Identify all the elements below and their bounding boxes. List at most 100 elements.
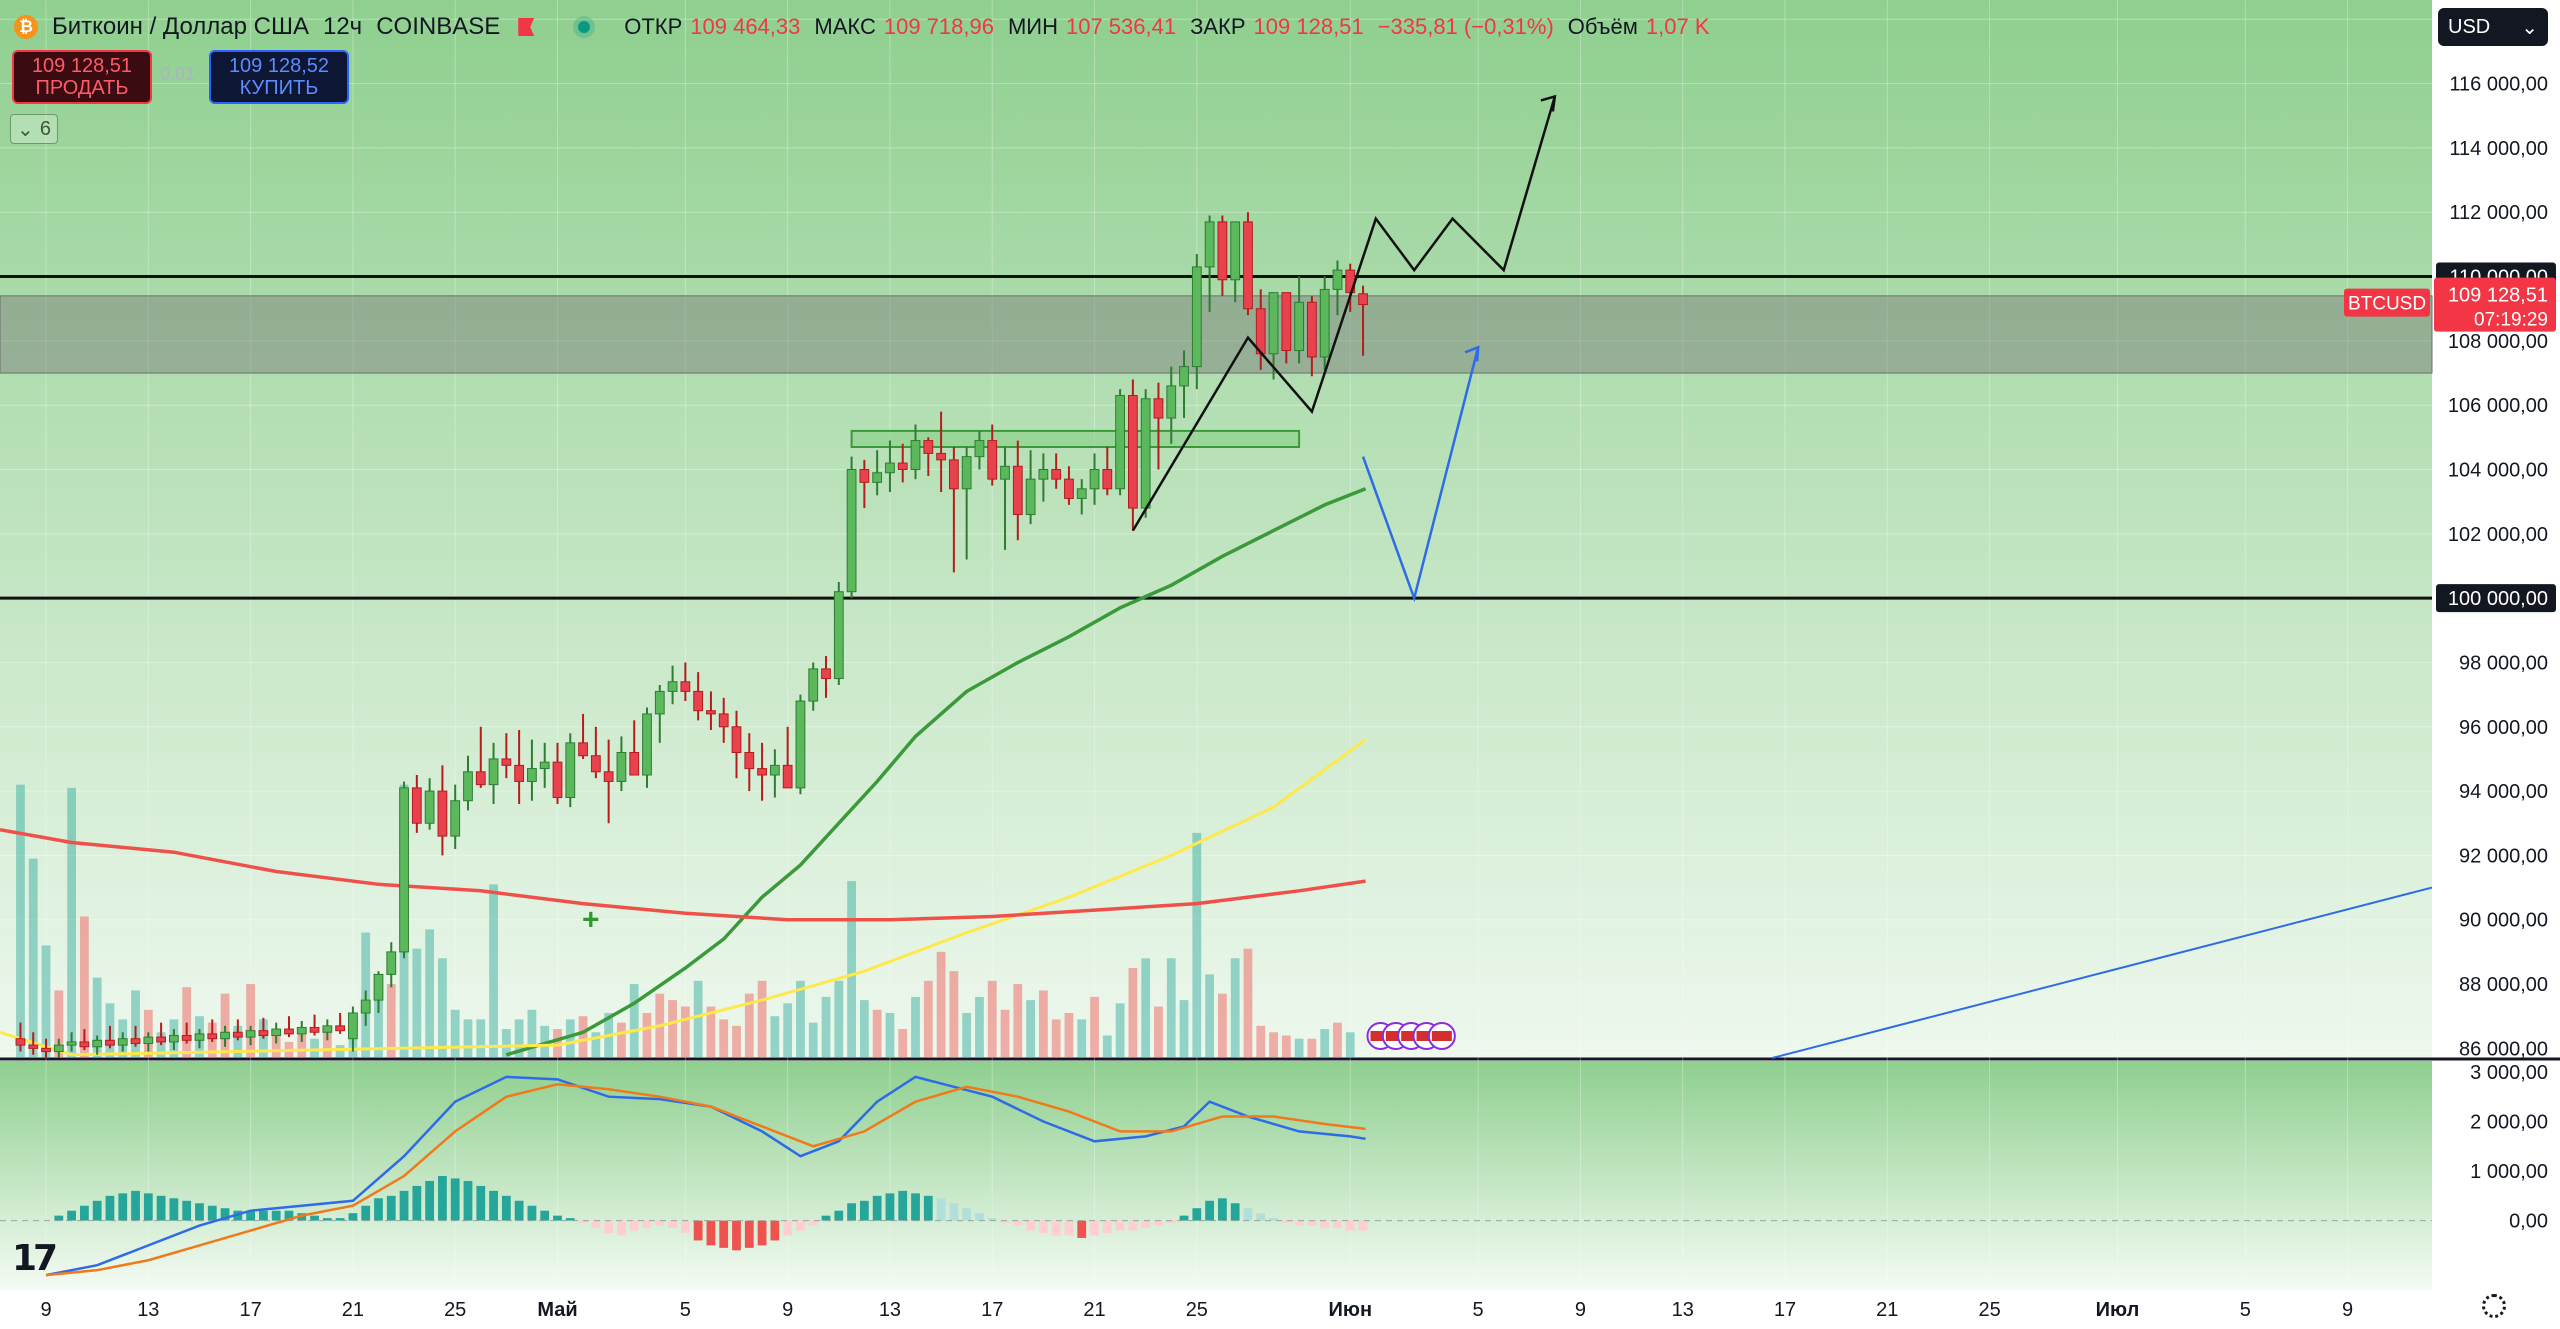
macd-histogram-bar xyxy=(131,1190,140,1221)
candle-body xyxy=(53,1044,64,1053)
macd-histogram-bar xyxy=(169,1198,179,1221)
macd-histogram-bar xyxy=(923,1195,933,1221)
candle-body xyxy=(501,758,512,766)
sell-button[interactable]: 109 128,51 ПРОДАТЬ xyxy=(12,50,152,104)
date-tick-label: 9 xyxy=(2342,1299,2353,1321)
projection-path-blue[interactable] xyxy=(1361,346,1480,603)
macd-histogram-bar xyxy=(412,1185,422,1221)
macd-histogram-bar xyxy=(1333,1220,1342,1229)
volume-bar xyxy=(680,1006,690,1058)
date-tick-label: 25 xyxy=(1978,1299,2000,1321)
flag-icon[interactable] xyxy=(518,18,535,36)
volume-bar xyxy=(859,1000,869,1058)
volume-bar xyxy=(79,916,89,1058)
signal-line[interactable] xyxy=(45,1083,1366,1277)
sell-price: 109 128,51 xyxy=(31,55,133,77)
price-tick-label: 106 000,00 xyxy=(2448,395,2548,417)
indicators-toggle-button[interactable]: ⌄ 6 xyxy=(10,114,58,144)
flag-icon xyxy=(1416,1031,1437,1041)
macd-tick-label: 3 000,00 xyxy=(2470,1062,2548,1084)
volume-bar xyxy=(233,1025,243,1058)
macd-histogram-bar xyxy=(655,1220,665,1226)
candle-body xyxy=(130,1038,141,1045)
chevron-down-icon: ⌄ xyxy=(17,118,34,141)
tradingview-logo[interactable]: 17 xyxy=(12,1238,58,1279)
candle-body xyxy=(1217,221,1228,281)
market-status-icon[interactable] xyxy=(578,21,591,33)
macd-histogram-bar xyxy=(821,1215,831,1221)
moving-average-red[interactable] xyxy=(0,827,1366,922)
candle-body xyxy=(373,973,384,1001)
time-scale-bg xyxy=(0,1290,2560,1324)
candle-body xyxy=(463,771,473,802)
volume-bar xyxy=(1090,996,1099,1058)
volume-bar xyxy=(412,948,422,1058)
macd-histogram-bar xyxy=(335,1218,345,1221)
candle-body xyxy=(795,700,806,789)
date-tick-label: 25 xyxy=(444,1299,466,1321)
macd-histogram-bar xyxy=(259,1210,268,1221)
candle-body xyxy=(1140,398,1151,509)
volume-bar xyxy=(182,987,192,1058)
macd-histogram-bar xyxy=(348,1213,358,1221)
candle-body xyxy=(706,710,716,715)
volume-bar xyxy=(668,1000,677,1058)
volume-bar xyxy=(374,977,383,1058)
volume-bar xyxy=(591,1032,601,1058)
candle-body xyxy=(194,1033,205,1041)
macd-histogram-bar xyxy=(1064,1220,1074,1236)
moving-average-green[interactable] xyxy=(505,487,1367,1057)
candle-body xyxy=(616,751,627,782)
moving-average-yellow[interactable] xyxy=(0,738,1367,1057)
macd-histogram-bar xyxy=(1000,1220,1010,1224)
volume-bar xyxy=(898,1029,908,1058)
candle-body xyxy=(872,472,883,483)
volume-bar xyxy=(821,996,831,1058)
volume-value: 1,07 K xyxy=(1645,14,1710,39)
price-tick-label: 98 000,00 xyxy=(2459,652,2548,674)
macd-histogram-bar xyxy=(501,1195,511,1221)
candle-body xyxy=(885,462,895,474)
volume-bar xyxy=(67,787,76,1058)
volume-bar xyxy=(553,1029,562,1058)
candle-body xyxy=(667,681,678,692)
symbol-title[interactable]: ₿ Биткоин / Доллар США 12ч COINBASE xyxy=(14,13,535,41)
interval-label[interactable]: 12ч xyxy=(322,13,363,40)
macd-histogram-bar xyxy=(220,1208,230,1221)
macd-histogram-bar xyxy=(540,1210,550,1221)
macd-histogram-bar xyxy=(617,1220,626,1236)
date-tick-label: 5 xyxy=(1473,1299,1484,1321)
macd-histogram-bar xyxy=(156,1195,166,1221)
candle-body xyxy=(488,758,499,786)
candle-body xyxy=(654,690,665,715)
volume-bar xyxy=(54,990,64,1058)
macd-histogram-bar xyxy=(898,1190,908,1221)
currency-select[interactable]: USD ⌄ xyxy=(2438,8,2548,46)
macd-histogram-bar xyxy=(1179,1215,1189,1221)
macd-histogram-bar xyxy=(757,1220,767,1246)
candle-body xyxy=(1000,465,1010,480)
open-value: 109 464,33 xyxy=(690,14,801,39)
buy-button[interactable]: 109 128,52 КУПИТЬ xyxy=(209,50,349,104)
spread-value: 0,01 xyxy=(160,64,196,84)
gear-icon[interactable] xyxy=(2482,1294,2506,1318)
volume-bar xyxy=(808,1022,818,1058)
volume-bar xyxy=(1026,1000,1035,1058)
volume-bar xyxy=(386,984,396,1058)
trendline-blue[interactable] xyxy=(1771,886,2433,1059)
macd-histogram-bar xyxy=(1128,1220,1138,1231)
volume-bar xyxy=(757,980,767,1058)
volume-bar xyxy=(1269,1032,1278,1058)
projection-path-black[interactable] xyxy=(1131,96,1557,532)
macd-line[interactable] xyxy=(45,1075,1366,1277)
macd-histogram-bar xyxy=(1090,1220,1099,1236)
volume-bar xyxy=(297,1032,307,1058)
candle-body xyxy=(718,713,729,728)
macd-histogram-bar xyxy=(105,1195,115,1221)
date-tick-label: 25 xyxy=(1186,1299,1208,1321)
resistance-zone[interactable] xyxy=(0,295,2433,374)
volume-bar xyxy=(629,984,639,1058)
consolidation-box[interactable] xyxy=(850,429,1301,448)
